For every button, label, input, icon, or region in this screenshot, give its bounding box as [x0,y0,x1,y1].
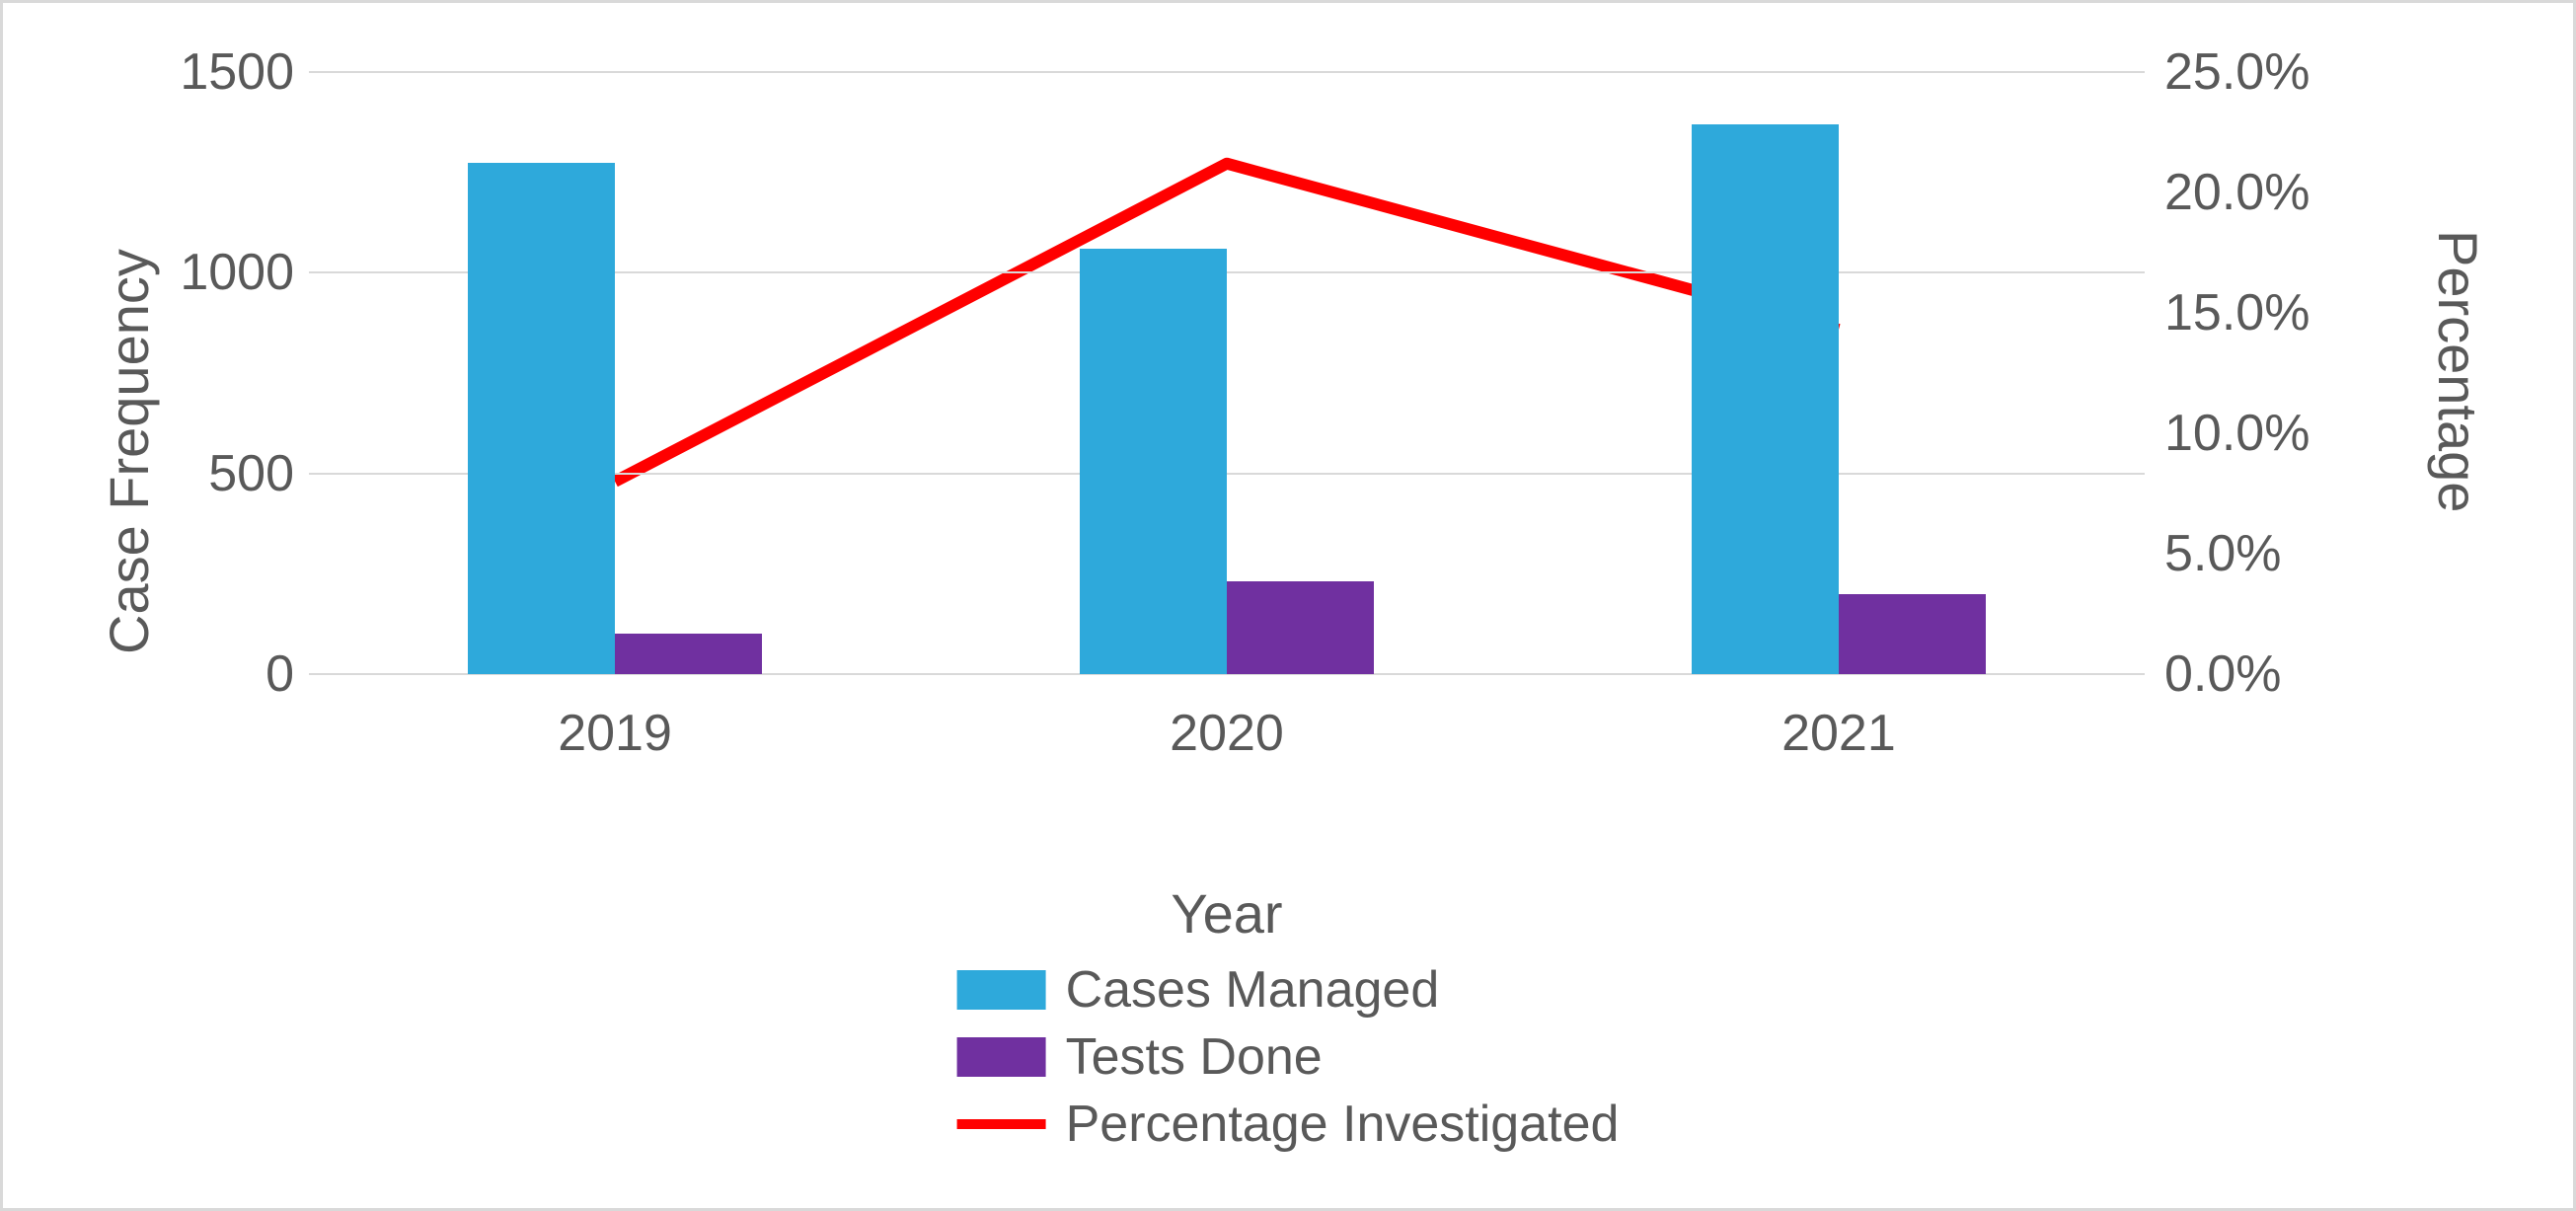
plot-area [309,72,2145,674]
bar-cases-managed [468,163,615,675]
legend-swatch [957,970,1046,1010]
legend: Cases Managed Tests Done Percentage Invest… [957,960,1620,1154]
legend-swatch [957,1037,1046,1077]
y-right-axis-title: Percentage [2426,230,2490,512]
x-tick: 2021 [1740,704,1937,763]
legend-label: Tests Done [1066,1027,1323,1087]
y-left-tick: 1500 [136,42,294,102]
legend-label: Cases Managed [1066,960,1440,1020]
chart-container: Case Frequency Percentage 050010001500 0… [0,0,2576,1211]
x-tick: 2019 [516,704,714,763]
y-left-tick: 0 [136,644,294,704]
y-right-tick: 25.0% [2164,42,2362,102]
legend-label: Percentage Investigated [1066,1095,1620,1154]
y-right-tick: 0.0% [2164,644,2362,704]
bar-tests-done [1227,581,1374,674]
legend-item: Cases Managed [957,960,1440,1020]
bar-cases-managed [1692,124,1839,674]
x-tick: 2020 [1128,704,1326,763]
bar-cases-managed [1080,249,1227,674]
y-right-tick: 15.0% [2164,283,2362,342]
bar-tests-done [1839,594,1986,674]
y-left-tick: 1000 [136,243,294,302]
y-right-tick: 5.0% [2164,524,2362,583]
y-right-tick: 10.0% [2164,404,2362,463]
y-left-tick: 500 [136,444,294,503]
y-right-tick: 20.0% [2164,163,2362,222]
x-axis-title: Year [1171,881,1282,946]
legend-item: Tests Done [957,1027,1323,1087]
bar-tests-done [615,634,762,674]
legend-line-swatch [957,1119,1046,1129]
line-percentage-investigated [615,164,1839,482]
legend-item: Percentage Investigated [957,1095,1620,1154]
gridline [309,71,2145,73]
